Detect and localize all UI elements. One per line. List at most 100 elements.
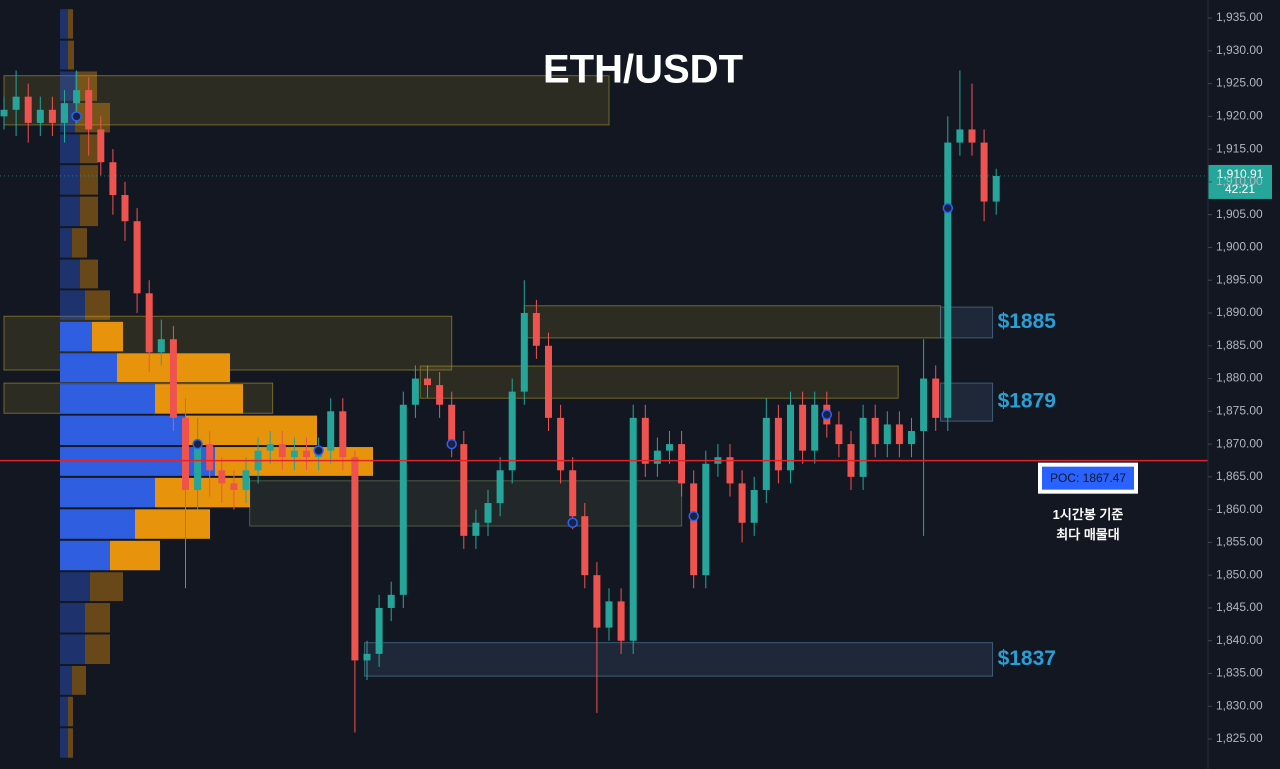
poc-label: POC: 1867.47 — [1050, 471, 1126, 485]
candle-body — [218, 470, 226, 484]
profile-sell — [68, 696, 73, 727]
candle-body — [641, 417, 649, 464]
poc-box — [1042, 466, 1134, 490]
candle-body — [303, 450, 310, 458]
marker — [71, 111, 82, 122]
candle-body — [883, 424, 891, 445]
profile-buy — [60, 259, 80, 289]
profile-sell — [72, 228, 87, 258]
candle-body — [920, 378, 928, 431]
candle-body — [787, 404, 794, 471]
zone-label: $1885 — [998, 310, 1057, 333]
profile-sell — [135, 509, 210, 539]
zone-label: $1879 — [998, 390, 1056, 413]
candle-body — [339, 411, 347, 458]
candle-body — [375, 607, 383, 654]
zone — [364, 642, 994, 677]
y-tick-label: 1,910.00 — [1216, 174, 1263, 188]
candle-body — [484, 503, 492, 523]
candle-body — [835, 424, 843, 445]
candle-body — [774, 417, 782, 471]
candle-body — [750, 489, 758, 523]
candle-body — [73, 90, 81, 104]
candle-body — [532, 312, 540, 346]
y-tick-label: 1,900.00 — [1216, 240, 1263, 254]
y-tick-label: 1,895.00 — [1216, 272, 1263, 286]
candle-body — [448, 404, 456, 445]
zone — [3, 75, 610, 126]
y-tick-label: 1,865.00 — [1216, 469, 1263, 483]
y-tick-label: 1,880.00 — [1216, 371, 1263, 385]
candle-body — [799, 404, 807, 451]
marker — [688, 510, 699, 522]
candle-body — [436, 385, 444, 405]
zone — [523, 305, 942, 339]
candle-body — [980, 142, 988, 202]
y-tick-label: 1,935.00 — [1216, 10, 1263, 24]
candle-body — [811, 404, 819, 451]
marker — [821, 409, 833, 420]
y-tick-label: 1,905.00 — [1216, 207, 1263, 221]
candle-body — [327, 411, 335, 451]
annotation: 1시간봉 기준 — [1053, 507, 1124, 522]
candle-body — [472, 522, 480, 536]
profile-buy — [60, 634, 85, 664]
candle-body — [0, 109, 8, 117]
candle-body — [230, 483, 238, 490]
candle-body — [12, 96, 20, 110]
profile-buy — [60, 9, 68, 39]
candle-body — [169, 339, 177, 418]
candle-body — [702, 463, 710, 576]
y-tick-label: 1,825.00 — [1216, 731, 1263, 745]
candle-body — [956, 129, 964, 143]
marker — [942, 202, 954, 214]
profile-buy — [60, 353, 117, 383]
y-tick-label: 1,835.00 — [1216, 666, 1263, 680]
candle-body — [109, 162, 117, 196]
profile-buy — [60, 228, 72, 258]
candle-body — [738, 483, 746, 523]
candle-body — [266, 444, 274, 451]
y-tick-label: 1,890.00 — [1216, 305, 1263, 319]
candle-body — [242, 470, 250, 490]
y-tick-label: 1,915.00 — [1216, 141, 1263, 155]
candle-body — [908, 430, 915, 445]
candle-body — [666, 444, 673, 451]
profile-buy — [60, 477, 155, 508]
y-tick-label: 1,925.00 — [1216, 76, 1263, 90]
profile-sell — [72, 665, 86, 695]
price-tag-value: 1,910.91 — [1217, 167, 1264, 181]
profile-buy — [60, 71, 75, 101]
profile-sell — [155, 384, 243, 414]
y-tick-label: 1,870.00 — [1216, 436, 1263, 450]
profile-buy — [60, 696, 68, 727]
candle-body — [871, 417, 879, 445]
marker — [446, 438, 457, 450]
profile-sell — [155, 477, 250, 508]
zone-label: $1837 — [998, 647, 1056, 670]
candle-body — [290, 450, 298, 458]
profile-buy — [60, 40, 68, 70]
candle-body — [605, 601, 613, 628]
volume-profile — [60, 9, 373, 758]
y-tick-label: 1,875.00 — [1216, 403, 1263, 417]
marker — [567, 517, 578, 528]
profile-sell — [92, 321, 123, 352]
profile-buy — [60, 134, 80, 164]
profile-sell — [68, 9, 73, 39]
profile-buy — [60, 728, 68, 758]
candle-body — [387, 594, 395, 608]
profile-buy — [60, 540, 110, 571]
price-tag-countdown: 42:21 — [1225, 182, 1255, 196]
candle-body — [496, 470, 504, 504]
candle-body — [545, 345, 552, 418]
candle-body — [411, 378, 419, 405]
profile-sell — [85, 634, 110, 664]
candle-body — [194, 444, 202, 490]
candle-body — [653, 450, 661, 464]
profile-buy — [60, 290, 85, 320]
candle-body — [121, 195, 129, 222]
candle-body — [968, 129, 976, 143]
